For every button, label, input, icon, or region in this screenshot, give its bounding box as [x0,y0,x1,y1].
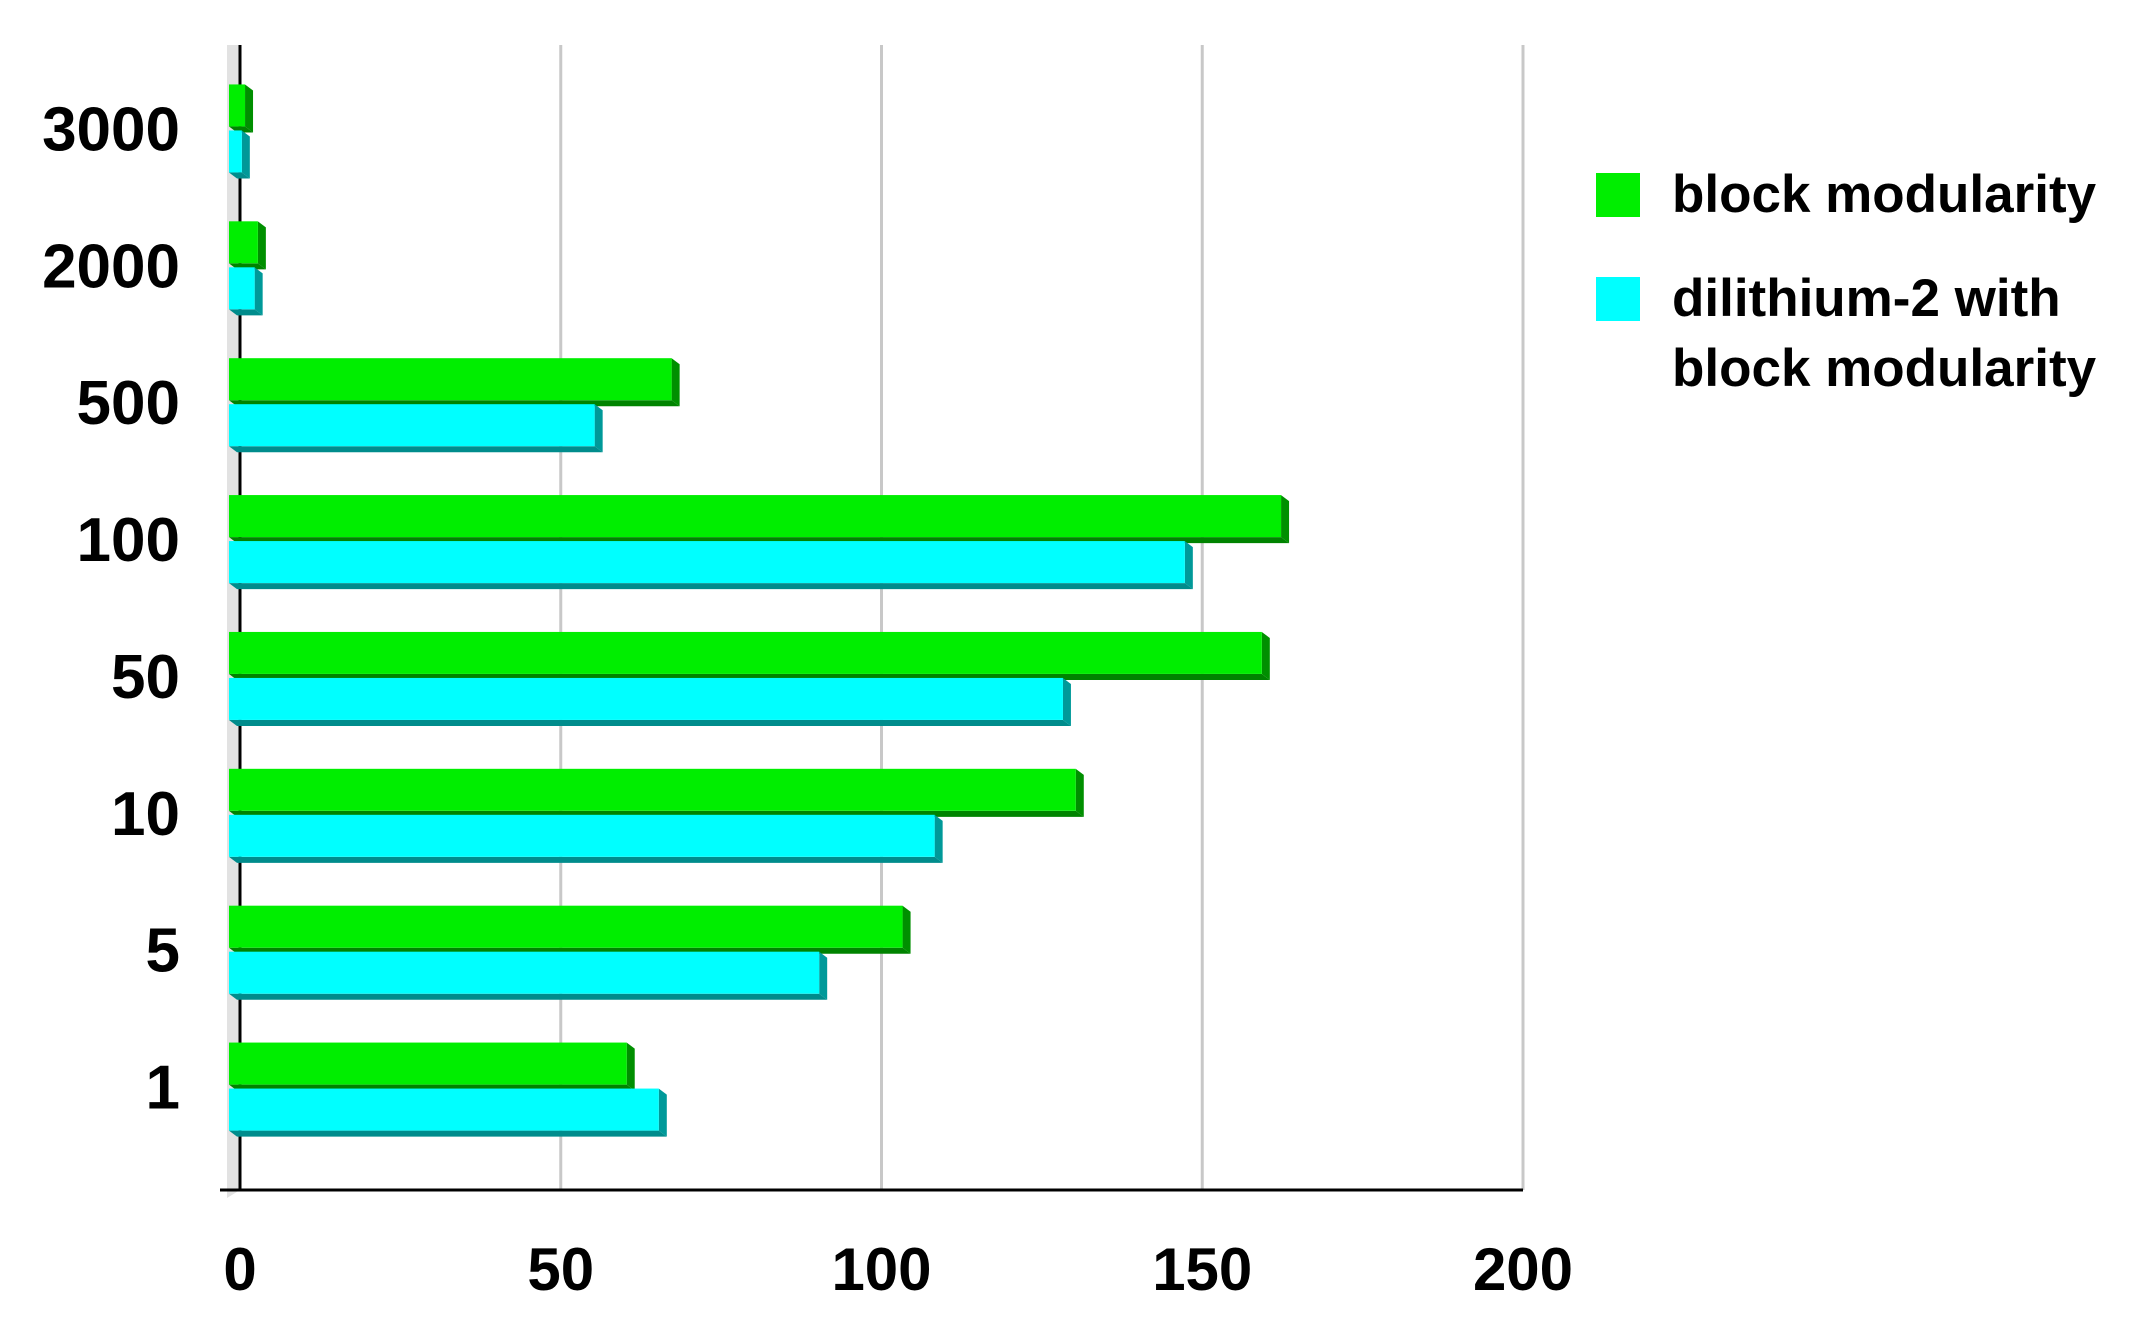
bar [229,130,250,179]
bar-front [229,404,595,447]
bar-side [1062,677,1071,726]
bar-side [254,267,263,316]
bar-front [229,541,1185,584]
bar-front [229,814,935,857]
bar-side [1075,768,1084,817]
y-tick-label: 50 [111,643,180,712]
bar-front [229,130,242,173]
bar [229,358,680,407]
bar-bottom [229,993,828,1000]
bar-front [229,1042,627,1085]
y-tick-label: 1 [146,1054,180,1123]
bar-side [245,84,254,133]
bar-front [229,1088,659,1131]
legend-item-dilithium-2: dilithium-2 with block modularity [1596,264,2136,404]
bar-bottom [229,446,603,453]
legend-swatch-green [1596,173,1640,217]
bar [229,951,828,1000]
bar-side [1281,495,1290,544]
bar-bottom [229,856,943,863]
bar-side [257,221,266,270]
bar-front [229,905,903,948]
legend-item-block-modularity: block modularity [1596,160,2136,230]
bar-bottom [229,309,263,316]
bar [229,495,1290,544]
bar [229,905,911,954]
bar-side [1184,541,1193,590]
y-tick-label: 10 [111,780,180,849]
x-tick-label: 100 [831,1236,931,1303]
x-tick-labels: 0 50 100 150 200 [223,1236,1573,1303]
legend-swatch-cyan [1596,277,1640,321]
bar-front [229,267,255,310]
bar [229,404,603,453]
bars [229,84,1290,1137]
bar [229,677,1071,726]
y-tick-labels: 1 5 10 50 100 500 2000 3000 [42,95,180,1122]
bar-side [626,1042,635,1091]
y-tick-label: 500 [77,369,180,438]
bar-side [934,814,943,863]
axes [220,45,1523,1198]
x-tick-label: 150 [1152,1236,1252,1303]
x-tick-label: 0 [223,1236,256,1303]
bar [229,631,1270,680]
bar-bottom [229,1130,667,1137]
bar-side [241,130,250,179]
bar [229,814,943,863]
bar-side [902,905,911,954]
bar-side [819,951,828,1000]
bar [229,541,1193,590]
bar-front [229,358,672,401]
legend: block modularity dilithium-2 with block … [1596,160,2136,438]
bar-side [1261,631,1270,680]
legend-label-dilithium-2: dilithium-2 with block modularity [1672,269,2097,398]
bar-front [229,768,1076,811]
bar [229,84,254,133]
bar-front [229,677,1063,720]
bar-front [229,221,258,264]
bar [229,1088,667,1137]
bar-side [658,1088,667,1137]
y-tick-label: 5 [146,917,180,986]
x-tick-label: 50 [527,1236,594,1303]
bar-front [229,495,1282,538]
y-tick-label: 2000 [42,232,180,301]
legend-label-block-modularity: block modularity [1672,165,2097,224]
bar-bottom [229,172,250,179]
bar-front [229,631,1262,674]
axis-wall [227,45,240,1198]
bar [229,768,1084,817]
x-tick-label: 200 [1473,1236,1573,1303]
bar-front [229,951,820,994]
bar-side [594,404,603,453]
gridlines [559,45,1525,1190]
bar [229,267,263,316]
bar-side [671,358,680,407]
bar-bottom [229,719,1071,726]
bar [229,1042,635,1091]
bar-bottom [229,583,1193,590]
y-tick-label: 100 [77,506,180,575]
bar [229,221,266,270]
bar-front [229,84,246,127]
y-tick-label: 3000 [42,95,180,164]
